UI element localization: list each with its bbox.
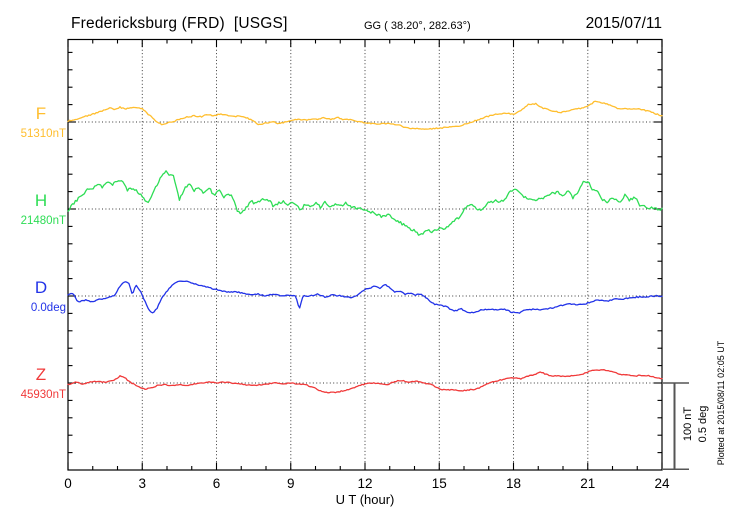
trace-D: [67, 280, 663, 314]
observatory-coordinates: GG ( 38.20°, 282.63°): [364, 20, 471, 32]
plot-frame: [67, 38, 663, 471]
trace-F: [67, 100, 663, 130]
scale-bar-label: 100 nT 0.5 deg: [681, 406, 711, 443]
plot-date: 2015/07/11: [585, 15, 662, 32]
scale-bar-nt-label: 100 nT: [682, 406, 695, 442]
plot-title: Fredericksburg (FRD) [USGS]: [71, 15, 288, 32]
trace-H: [67, 170, 663, 236]
x-axis-title: U T (hour): [335, 492, 395, 507]
trace-Z: [67, 369, 663, 394]
plotted-at-note: Plotted at 2015/08/11 02:05 UT: [716, 340, 726, 466]
scale-bar-deg-label: 0.5 deg: [697, 405, 709, 443]
